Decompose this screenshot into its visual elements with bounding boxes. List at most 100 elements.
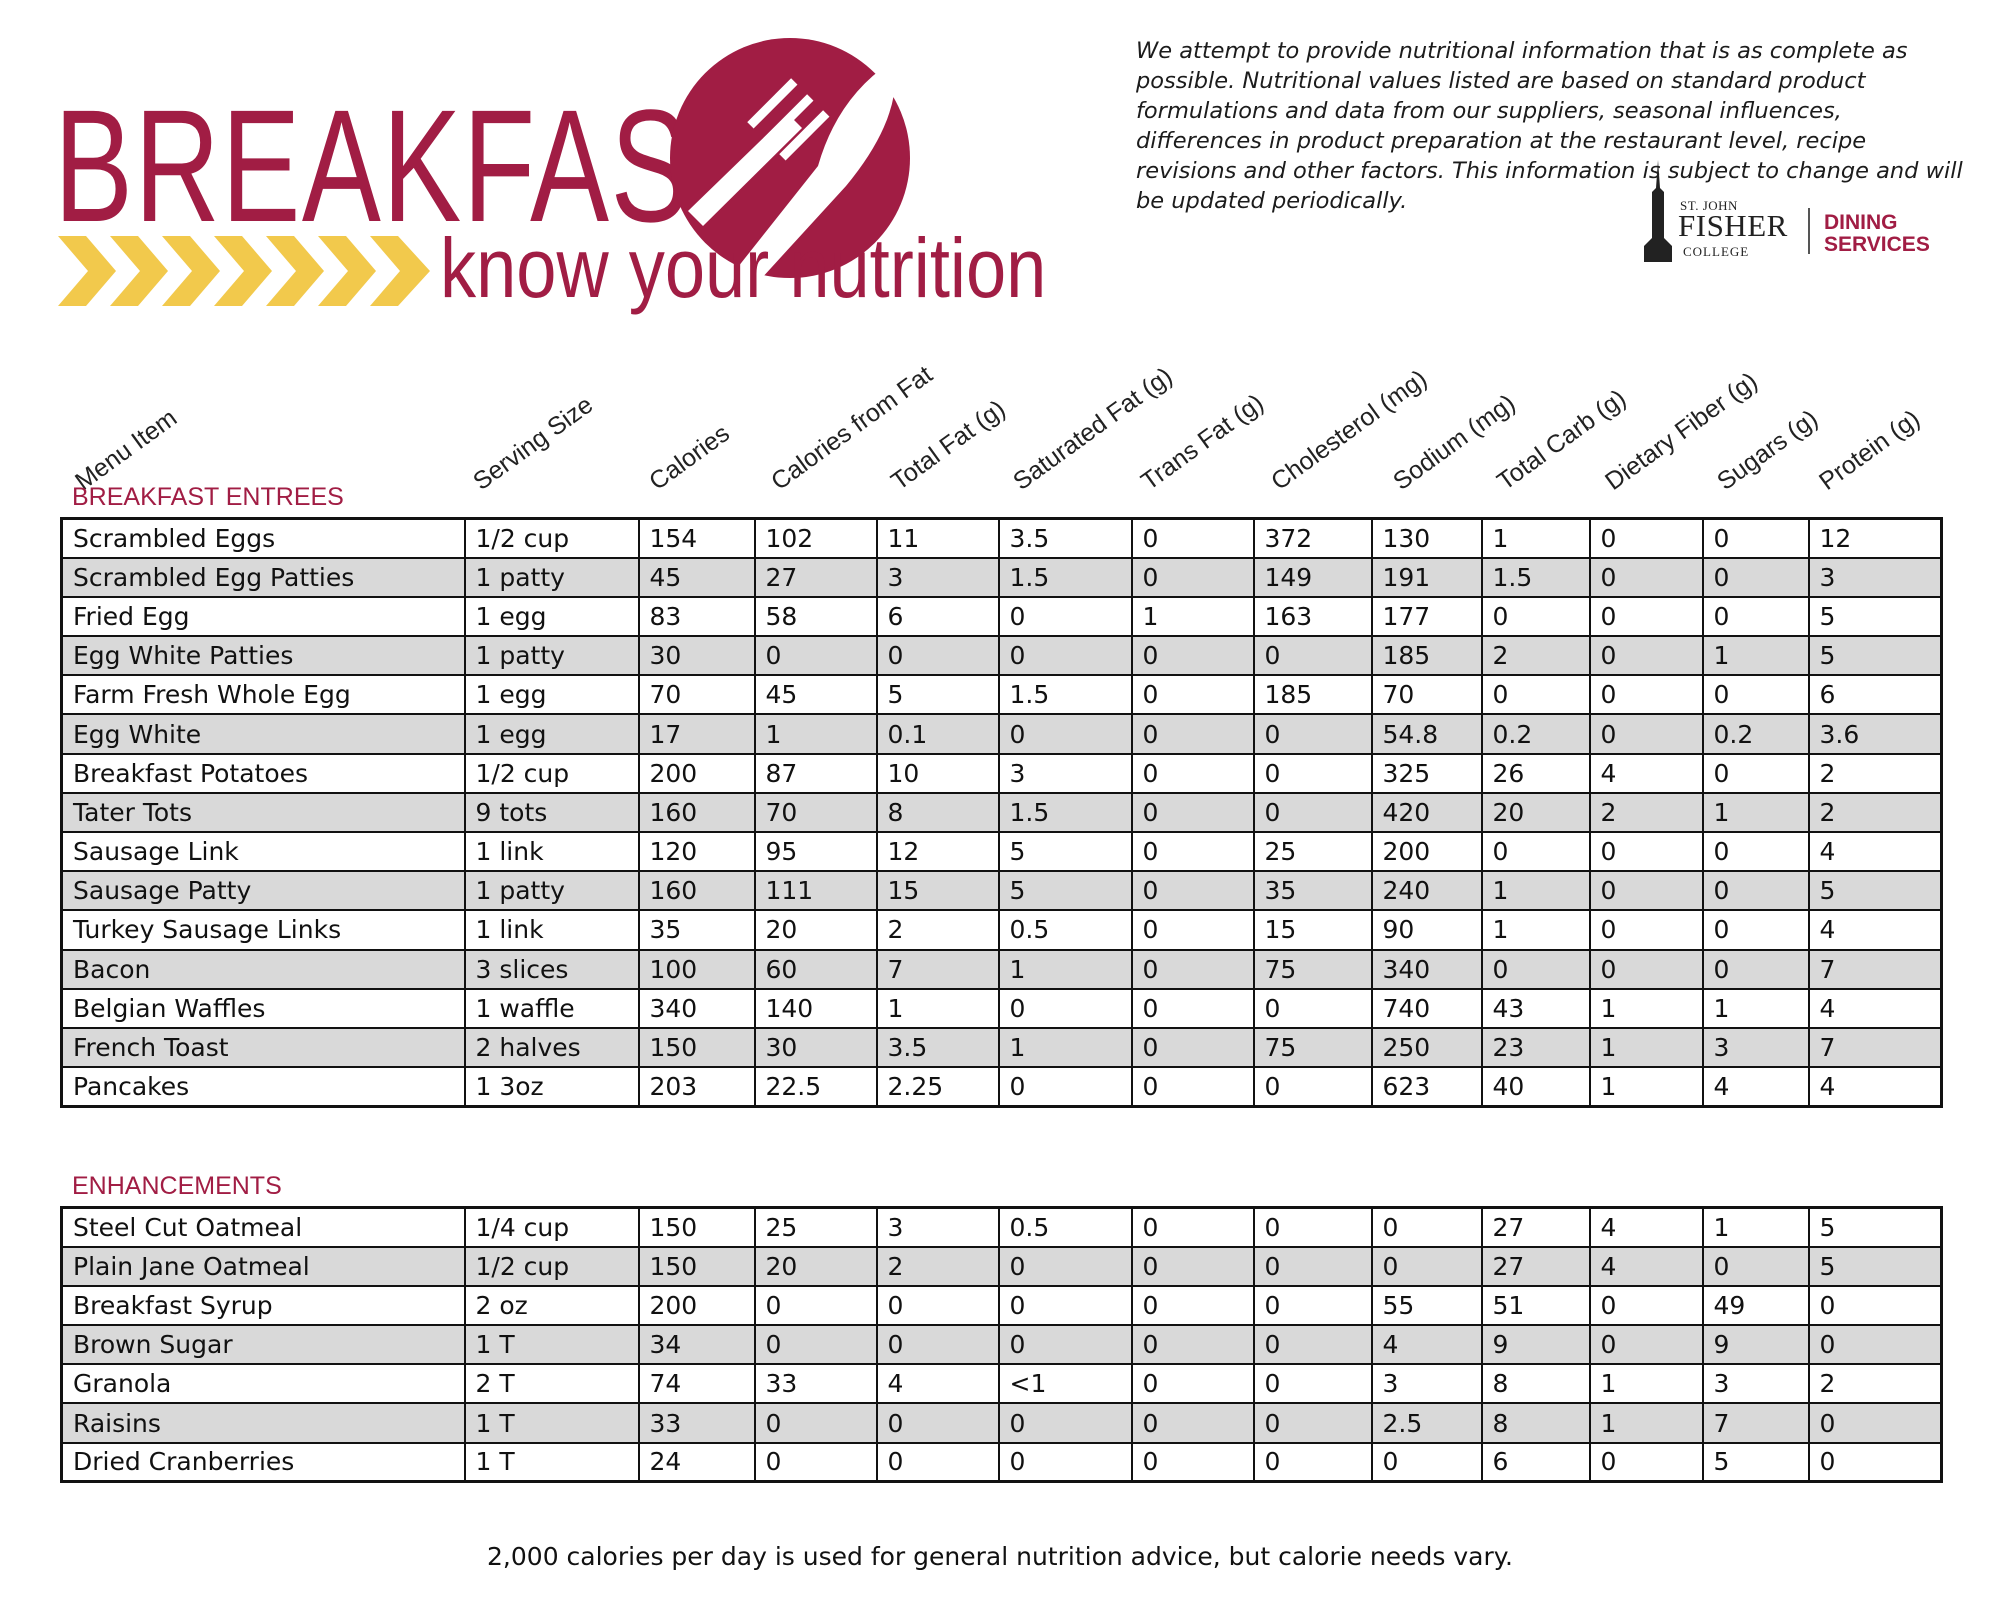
table-cell: 0 <box>1588 1324 1704 1366</box>
table-cell: 740 <box>1370 987 1483 1029</box>
table-cell: 0 <box>1130 948 1255 990</box>
table-cell: 34 <box>637 1324 756 1366</box>
menu-item-cell: Raisins <box>60 1402 466 1444</box>
table-cell: 0 <box>1252 1402 1373 1444</box>
table-cell: 200 <box>637 752 756 794</box>
table-cell: 1 <box>997 948 1133 990</box>
table-cell: 0 <box>1480 674 1591 716</box>
table-cell: 0 <box>1130 635 1255 677</box>
table-cell: 58 <box>753 595 878 638</box>
table-cell: 0 <box>1701 948 1810 990</box>
table-cell: 1 <box>1588 1066 1704 1108</box>
table-row: French Toast 2 halves 150 30 3.5 1 0 75 250 23 1 3 7 <box>60 1026 1943 1069</box>
table-cell: 26 <box>1480 752 1591 794</box>
table-cell: 325 <box>1370 752 1483 794</box>
table-cell: 0 <box>1701 674 1810 716</box>
table-cell: 1 <box>1588 1363 1704 1405</box>
column-header-protein-g: Protein (g) <box>1814 404 1926 496</box>
table-cell: 25 <box>1252 830 1373 873</box>
table-cell: 0 <box>1130 1284 1255 1327</box>
table-cell: 130 <box>1370 517 1483 559</box>
table-cell: 150 <box>637 1026 756 1069</box>
table-row: Breakfast Syrup 2 oz 200 0 0 0 0 0 55 51 0 49 0 <box>60 1284 1943 1327</box>
table-cell: 203 <box>637 1066 756 1108</box>
menu-item-cell: Sausage Patty <box>60 870 466 912</box>
logo-services-word: SERVICES <box>1824 233 1930 256</box>
menu-item-cell: Sausage Link <box>60 830 466 873</box>
table-cell: 0 <box>1130 1441 1255 1483</box>
table-row: Bacon 3 slices 100 60 7 1 0 75 340 0 0 0 7 <box>60 948 1943 990</box>
table-row: Turkey Sausage Links 1 link 35 20 2 0.5 0 15 90 1… <box>60 909 1943 951</box>
table-cell: 1 <box>1480 909 1591 951</box>
table-cell: 27 <box>753 556 878 598</box>
table-cell: 160 <box>637 870 756 912</box>
table-cell: 340 <box>637 987 756 1029</box>
table-cell: 83 <box>637 595 756 638</box>
table-row: Breakfast Potatoes 1/2 cup 200 87 10 3 0 0 325 26… <box>60 752 1943 794</box>
section-label-enhancements: ENHANCEMENTS <box>72 1172 282 1200</box>
table-cell: 0 <box>1252 635 1373 677</box>
menu-item-cell: Scrambled Eggs <box>60 517 466 559</box>
table-cell: 0 <box>1588 870 1704 912</box>
table-row: Plain Jane Oatmeal 1/2 cup 150 20 2 0 0 0 0 27 4 0 5 <box>60 1245 1943 1287</box>
table-cell: 1 egg <box>463 674 640 716</box>
chevron-arrows-decoration <box>58 236 430 306</box>
table-cell: 12 <box>875 830 1000 873</box>
table-cell: 3 <box>1701 1026 1810 1069</box>
table-cell: 2 <box>1588 791 1704 834</box>
table-cell: 0 <box>1130 1363 1255 1405</box>
fork-and-knife-logo-icon <box>670 38 910 280</box>
menu-item-cell: French Toast <box>60 1026 466 1069</box>
table-cell: 30 <box>753 1026 878 1069</box>
table-cell: 0 <box>875 1402 1000 1444</box>
table-cell: 0 <box>997 713 1133 755</box>
menu-item-cell: Dried Cranberries <box>60 1441 466 1483</box>
table-cell: 1 <box>1480 870 1591 912</box>
table-cell: 0 <box>997 1402 1133 1444</box>
table-cell: 33 <box>753 1363 878 1405</box>
table-cell: 55 <box>1370 1284 1483 1327</box>
table-cell: 150 <box>637 1245 756 1287</box>
table-cell: 1.5 <box>1480 556 1591 598</box>
table-cell: 0 <box>1588 909 1704 951</box>
table-cell: 5 <box>997 830 1133 873</box>
table-cell: 5 <box>1701 1441 1810 1483</box>
table-cell: 4 <box>1701 1066 1810 1108</box>
table-cell: 2 oz <box>463 1284 640 1327</box>
section-label-breakfast-entrees: BREAKFAST ENTREES <box>72 483 344 511</box>
logo-st-john: ST. JOHN <box>1680 198 1738 213</box>
table-cell: 70 <box>637 674 756 716</box>
table-cell: 140 <box>753 987 878 1029</box>
table-cell: 1 <box>1701 987 1810 1029</box>
table-cell: 420 <box>1370 791 1483 834</box>
table-row: Sausage Patty 1 patty 160 111 15 5 0 35 240 1 0 0 5 <box>60 870 1943 912</box>
table-cell: 0 <box>1807 1324 1943 1366</box>
table-cell: 54.8 <box>1370 713 1483 755</box>
page-title: BREAKFAST <box>54 76 765 255</box>
table-row: Dried Cranberries 1 T 24 0 0 0 0 0 0 6 0 5 0 <box>60 1441 1943 1483</box>
table-cell: 0 <box>1588 635 1704 677</box>
table-cell: 0.2 <box>1480 713 1591 755</box>
table-cell: <1 <box>997 1363 1133 1405</box>
table-cell: 2 <box>875 1245 1000 1287</box>
table-cell: 45 <box>637 556 756 598</box>
table-cell: 7 <box>875 948 1000 990</box>
table-cell: 6 <box>875 595 1000 638</box>
table-cell: 4 <box>1370 1324 1483 1366</box>
table-cell: 0 <box>1252 1324 1373 1366</box>
table-cell: 0 <box>875 1284 1000 1327</box>
table-cell: 0 <box>1588 595 1704 638</box>
table-cell: 5 <box>1807 1206 1943 1248</box>
table-cell: 87 <box>753 752 878 794</box>
table-row: Brown Sugar 1 T 34 0 0 0 0 0 4 9 0 9 0 <box>60 1324 1943 1366</box>
table-cell: 2.25 <box>875 1066 1000 1108</box>
table-cell: 9 tots <box>463 791 640 834</box>
table-cell: 0 <box>1701 517 1810 559</box>
table-cell: 0 <box>997 1324 1133 1366</box>
table-cell: 2 <box>1807 791 1943 834</box>
table-row: Belgian Waffles 1 waffle 340 140 1 0 0 0 740 43 1 1… <box>60 987 1943 1029</box>
menu-item-cell: Plain Jane Oatmeal <box>60 1245 466 1287</box>
table-cell: 0 <box>1701 830 1810 873</box>
table-cell: 0 <box>1588 713 1704 755</box>
table-cell: 7 <box>1807 1026 1943 1069</box>
